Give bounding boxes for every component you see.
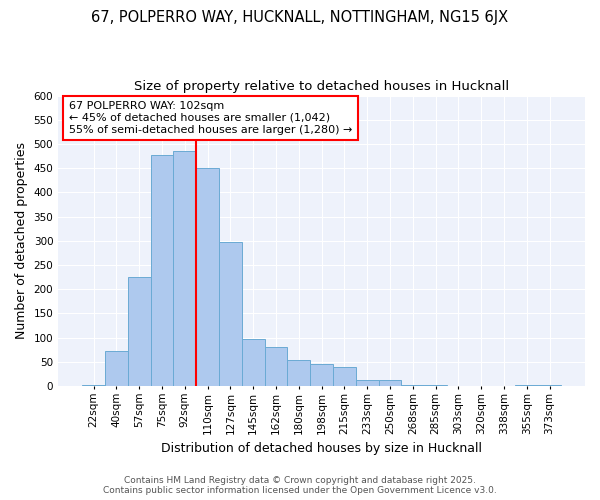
Title: Size of property relative to detached houses in Hucknall: Size of property relative to detached ho…: [134, 80, 509, 93]
Bar: [401, 384, 424, 386]
Bar: [173, 151, 196, 386]
Bar: [265, 348, 287, 386]
Bar: [82, 384, 105, 386]
Bar: [515, 385, 538, 386]
Bar: [242, 339, 265, 386]
Bar: [356, 380, 379, 386]
Bar: [333, 366, 356, 386]
Y-axis label: Number of detached properties: Number of detached properties: [15, 142, 28, 340]
Bar: [105, 351, 128, 386]
Bar: [219, 242, 242, 386]
Text: 67 POLPERRO WAY: 102sqm
← 45% of detached houses are smaller (1,042)
55% of semi: 67 POLPERRO WAY: 102sqm ← 45% of detache…: [69, 102, 352, 134]
Text: Contains HM Land Registry data © Crown copyright and database right 2025.
Contai: Contains HM Land Registry data © Crown c…: [103, 476, 497, 495]
Bar: [424, 385, 447, 386]
Bar: [310, 364, 333, 386]
Bar: [128, 277, 151, 386]
Bar: [287, 360, 310, 386]
X-axis label: Distribution of detached houses by size in Hucknall: Distribution of detached houses by size …: [161, 442, 482, 455]
Bar: [151, 154, 173, 386]
Bar: [196, 168, 219, 386]
Text: 67, POLPERRO WAY, HUCKNALL, NOTTINGHAM, NG15 6JX: 67, POLPERRO WAY, HUCKNALL, NOTTINGHAM, …: [91, 10, 509, 25]
Bar: [379, 380, 401, 386]
Bar: [538, 385, 561, 386]
